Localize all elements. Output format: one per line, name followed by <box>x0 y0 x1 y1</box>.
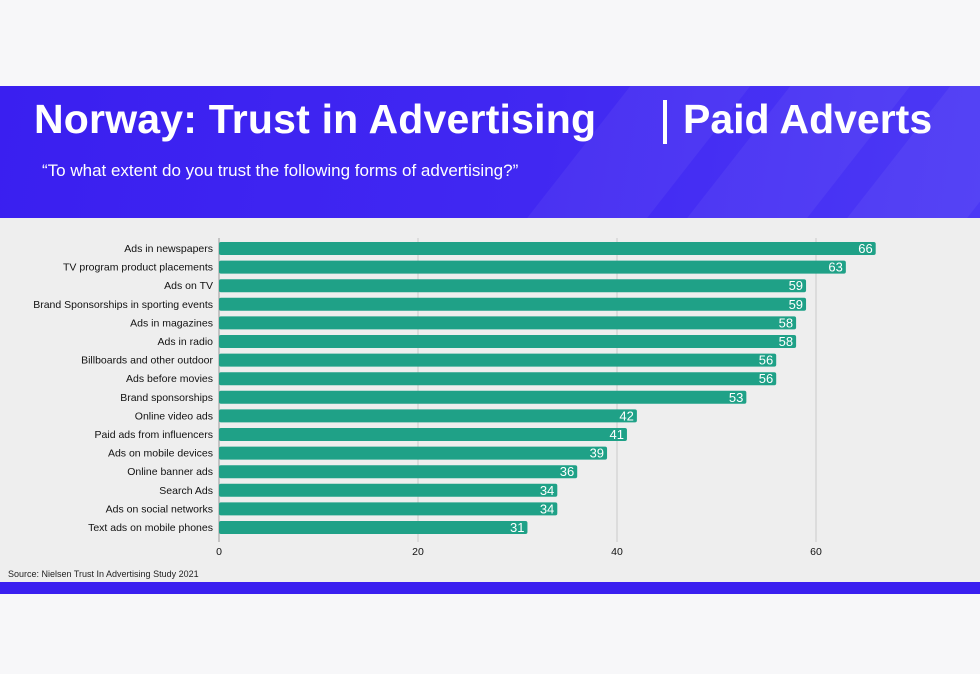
bar <box>219 316 797 330</box>
infographic-slide: Norway: Trust in Advertising Paid Advert… <box>0 86 980 594</box>
bar-value-label: 58 <box>779 334 793 349</box>
bar-value-label: 31 <box>510 520 524 535</box>
bar-value-label: 41 <box>609 427 623 442</box>
footer-bar <box>0 582 980 594</box>
bar <box>219 242 876 255</box>
source-note: Source: Nielsen Trust In Advertising Stu… <box>8 569 199 579</box>
bar-value-label: 58 <box>779 315 793 330</box>
bar-value-label: 34 <box>540 483 554 498</box>
category-label: Ads on mobile devices <box>108 448 213 460</box>
bar <box>219 279 807 293</box>
header-banner: Norway: Trust in Advertising Paid Advert… <box>0 86 980 218</box>
bar-value-label: 39 <box>590 446 604 461</box>
chart-category-labels: Ads in newspapers TV program product plac… <box>33 243 213 534</box>
bar-value-label: 59 <box>789 278 803 293</box>
bar <box>219 353 777 367</box>
bar-value-label: 66 <box>858 241 872 256</box>
bar <box>219 502 558 516</box>
bar <box>219 409 637 423</box>
page-title: Norway: Trust in Advertising <box>34 96 597 142</box>
chart-x-axis: 0 20 40 60 <box>216 546 822 558</box>
bar <box>219 390 747 404</box>
category-label: Billboards and other outdoor <box>81 355 213 367</box>
bar-value-label: 56 <box>759 371 773 386</box>
category-label: TV program product placements <box>63 262 213 274</box>
bar <box>219 465 578 479</box>
bar <box>219 521 528 534</box>
category-label: Text ads on mobile phones <box>88 522 213 534</box>
category-label: Ads in radio <box>158 336 214 348</box>
bar-value-label: 34 <box>540 501 554 516</box>
category-label: Paid ads from influencers <box>95 429 213 441</box>
category-label: Ads in newspapers <box>124 243 213 255</box>
chart-panel: 66 63 59 59 58 58 56 56 53 42 41 39 36 34 34 31 Ads in … <box>0 218 980 582</box>
category-label: Brand Sponsorships in sporting events <box>33 299 213 311</box>
survey-question: “To what extent do you trust the followi… <box>42 161 519 180</box>
bar <box>219 428 627 441</box>
x-tick-label: 0 <box>216 546 222 558</box>
bar-value-label: 63 <box>828 260 842 275</box>
bar-value-label: 59 <box>789 297 803 312</box>
bar-value-label: 42 <box>619 408 633 423</box>
bar <box>219 446 608 460</box>
bar <box>219 297 807 311</box>
bar <box>219 483 558 497</box>
category-label: Online banner ads <box>127 466 213 478</box>
category-label: Ads before movies <box>126 373 213 385</box>
bar-value-label: 36 <box>560 464 574 479</box>
bar-value-label: 53 <box>729 390 743 405</box>
bar-chart: 66 63 59 59 58 58 56 56 53 42 41 39 36 34 34 31 Ads in … <box>33 238 876 558</box>
bar <box>219 372 777 386</box>
category-label: Online video ads <box>135 410 213 422</box>
category-label: Search Ads <box>159 485 213 497</box>
bar-value-label: 56 <box>759 353 773 368</box>
bar <box>219 260 846 274</box>
chart-bars: 66 63 59 59 58 58 56 56 53 42 41 39 36 34 34 31 <box>219 241 876 535</box>
x-tick-label: 40 <box>611 546 623 558</box>
x-tick-label: 20 <box>412 546 424 558</box>
category-label: Brand sponsorships <box>120 392 213 404</box>
x-tick-label: 60 <box>810 546 822 558</box>
category-label: Ads on TV <box>164 280 213 292</box>
page-title-section: Paid Adverts <box>683 96 933 142</box>
bar <box>219 335 797 348</box>
title-divider <box>663 100 667 144</box>
category-label: Ads in magazines <box>130 317 213 329</box>
category-label: Ads on social networks <box>106 503 213 515</box>
